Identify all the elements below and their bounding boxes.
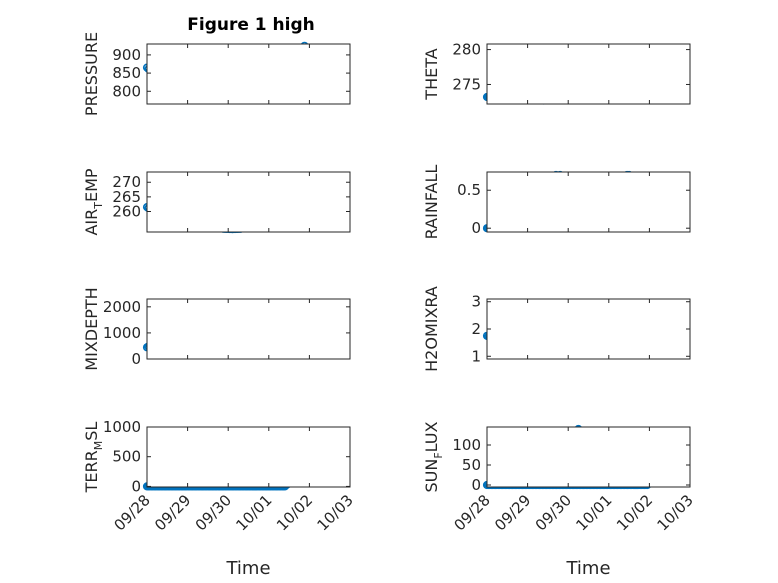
y-tick-label: 275: [452, 75, 481, 93]
y-tick-label: 1000: [103, 418, 141, 436]
axes-frame: [486, 43, 691, 105]
y-tick-label: 2: [471, 320, 481, 338]
y-tick-label: 1: [471, 347, 481, 365]
subplot-sun_flux: 05010009/2809/2909/3010/0110/0210/03SUNF…: [422, 421, 697, 579]
axes-frame: [146, 43, 351, 105]
y-axis-label: AIRTEMP: [82, 168, 105, 235]
axes-frame: [146, 298, 351, 360]
x-axis-label: Time: [565, 558, 610, 579]
y-axis-label: PRESSURE: [82, 32, 101, 116]
axes-frame: [486, 298, 691, 360]
y-tick-label: 0: [131, 350, 141, 368]
subplot-theta: 275 280 THETA: [422, 41, 691, 105]
y-axis-label: SUNFLUX: [422, 421, 445, 492]
y-tick-label: 900: [112, 46, 141, 64]
y-axis-label: RAINFALL: [422, 165, 441, 240]
axes-frame: [146, 171, 351, 233]
y-axis-label: MIXDEPTH: [82, 287, 101, 370]
y-tick-label: 3: [471, 293, 481, 311]
x-axis-label: Time: [225, 558, 270, 579]
y-axis-label: H2OMIXRA: [422, 286, 441, 372]
y-tick-label: 800: [112, 82, 141, 100]
y-tick-label: 280: [452, 41, 481, 59]
y-tick-label: 270: [112, 173, 141, 191]
y-tick-label: 500: [112, 448, 141, 466]
axes-frame: [486, 171, 691, 233]
y-tick-label: 0: [131, 477, 141, 495]
y-tick-label: 260: [112, 203, 141, 221]
axes-frame: [486, 426, 691, 488]
figure-title: Figure 1 high: [187, 15, 315, 35]
y-tick-label: 50: [462, 456, 481, 474]
y-tick-label: 265: [112, 188, 141, 206]
y-tick-label: 2000: [103, 298, 141, 316]
y-tick-label: 100: [452, 436, 481, 454]
y-tick-label: 0: [471, 219, 481, 237]
y-axis-label: TERRMSL: [82, 422, 105, 494]
y-tick-label: 0: [471, 476, 481, 494]
subplot-rainfall: 0 0.5 RAINFALL: [422, 165, 691, 240]
axes-frame: [146, 426, 351, 488]
y-axis-label: THETA: [422, 48, 441, 100]
y-tick-label: 0.5: [457, 181, 481, 199]
subplot-h2omixra: 1 2 3 H2OMIXRA: [422, 286, 691, 372]
y-tick-label: 850: [112, 64, 141, 82]
y-tick-label: 1000: [103, 324, 141, 342]
